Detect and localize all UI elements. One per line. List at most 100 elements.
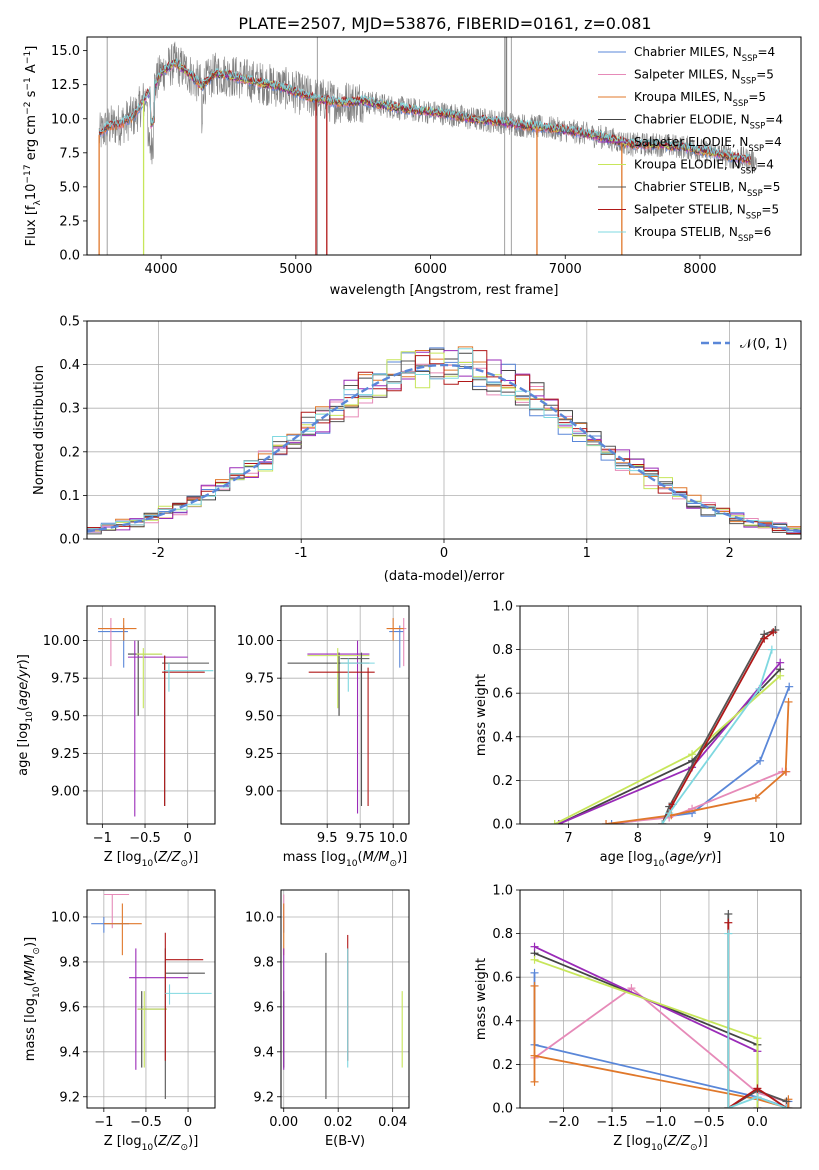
y-tick-label: 9.4 [253,1045,274,1060]
x-tick-label: 10 [768,831,785,846]
axes-spectrum: 4000 5000 6000 7000 8000 0.0 2.5 5.0 7.5 10.0 12.5… [23,36,802,298]
y-tick-label: 9.25 [245,747,274,762]
y-tick-label: 5.0 [59,180,80,195]
x-tick-label: −1 [94,1115,113,1130]
y-tick-label: 12.5 [51,78,80,93]
x-tick-label: 5000 [279,262,312,277]
x-tick-label: 0.00 [269,1115,298,1130]
series-kroupa_elodie [554,675,781,824]
y-tick-label: 9.8 [253,955,274,970]
axes-age_vs_Z: −1 −0.5 0 9.00 9.25 9.50 9.75 10.00 age [log10(a… [16,605,216,869]
y-tick-label: 0.2 [492,774,513,789]
y-axis-label: mass [log10(M/M⊙)] [23,937,42,1061]
x-tick-label: −2.0 [548,1115,580,1130]
y-tick-label: 0.4 [492,1014,513,1029]
y-tick-label: 9.2 [253,1090,274,1105]
axes-age_vs_mass: 9.5 9.75 10.0 9.00 9.25 9.50 9.75 10.00 mass [lo… [237,605,410,869]
x-tick-label: −1.0 [645,1115,677,1130]
x-tick-label: -2 [152,546,165,561]
series-chabrier_elodie [558,668,781,824]
y-tick-label: 9.8 [59,955,80,970]
x-tick-label: −0.5 [129,831,161,846]
x-tick-label: 7000 [549,262,582,277]
legend-entry: Kroupa STELIB, NSSP=6 [634,225,771,243]
y-tick-label: 0.6 [492,687,513,702]
y-tick-label: 0.2 [492,1058,513,1073]
x-tick-label: 10.0 [379,831,408,846]
x-tick-label: 9 [703,831,711,846]
y-tick-label: 9.6 [253,1000,274,1015]
axes-weight_vs_Z: −2.0 −1.5 −1.0 −0.5 0.0 0.0 0.2 0.4 0.6 0.8 1.0 mas… [474,884,802,1153]
legend-entry: Chabrier MILES, NSSP=4 [634,45,775,63]
plot-area [87,346,801,535]
series-salpeter_stelib [661,631,774,824]
plot-area [98,37,757,255]
y-tick-label: 9.00 [245,784,274,799]
legend-entry: Salpeter ELODIE, NSSP=4 [634,135,782,153]
x-axis-label: E(B-V) [325,1134,365,1149]
y-tick-label: 1.0 [492,600,513,615]
y-tick-label: 9.4 [59,1045,80,1060]
plot-area [91,893,212,1100]
y-tick-label: 0.4 [59,358,80,373]
x-tick-label: 9.5 [317,831,338,846]
legend: Chabrier MILES, NSSP=4 Salpeter MILES, NS… [598,45,783,243]
axes-frame [280,889,410,1109]
observed-spectrum [98,41,757,173]
y-tick-label: 0.8 [492,643,513,658]
x-tick-label: 1 [583,546,591,561]
y-tick-label: 9.00 [51,784,80,799]
x-axis-label: (data-model)/error [384,569,505,584]
y-tick-label: 10.0 [51,910,80,925]
y-axis-label: age [log10(age/yr)] [16,654,35,776]
y-tick-label: 0.6 [492,971,513,986]
plot-area [287,618,407,814]
legend-entry: Kroupa ELODIE, NSSP=4 [634,158,774,176]
x-tick-label: −0.5 [130,1115,162,1130]
y-tick-label: 0.4 [492,730,513,745]
x-tick-label: 0 [184,1115,192,1130]
y-axis-label: mass weight [474,674,489,756]
y-tick-label: 9.25 [51,747,80,762]
y-tick-label: 9.6 [59,1000,80,1015]
plot-area [283,894,403,1100]
x-tick-label: 0.04 [378,1115,407,1130]
series-kroupa_stelib [727,933,787,1108]
x-axis-label: age [log10(age/yr)] [600,850,722,869]
x-axis-label: mass [log10(M/M⊙)] [283,850,407,869]
x-tick-label: 0 [184,831,192,846]
y-axis-label: Flux [fλ10−17 erg cm−2 s−1 A−1] [23,46,43,247]
y-tick-label: 9.2 [59,1090,80,1105]
axes-frame [519,889,802,1109]
figure-title: PLATE=2507, MJD=53876, FIBERID=0161, z=0… [238,14,651,33]
x-tick-label: −0.5 [693,1115,725,1130]
axes-residuals: -2 -1 0 1 2 0.0 0.1 0.2 0.3 0.4 0.5 Normed distribu… [32,315,802,584]
plot-area [530,909,793,1108]
axes-frame [280,605,410,825]
series-chabrier_elodie [534,952,759,1108]
y-tick-label: 0.1 [59,489,80,504]
y-tick-label: 9.50 [245,709,274,724]
x-tick-label: 0.02 [324,1115,353,1130]
x-tick-label: 0 [440,546,448,561]
y-axis-label: Normed distribution [32,365,47,495]
y-tick-label: 9.50 [51,709,80,724]
y-tick-label: 7.5 [59,146,80,161]
x-tick-label: 6000 [414,262,447,277]
x-tick-label: 2 [725,546,733,561]
y-axis-label: mass weight [474,958,489,1040]
legend-entry: 𝒩(0, 1) [740,337,787,352]
x-axis-label: Z [log10(Z/Z⊙)] [104,850,199,869]
y-tick-label: 0.0 [492,818,513,833]
axes-frame [519,605,802,825]
model-kroupa_stelib [98,57,751,161]
y-tick-label: 10.0 [51,112,80,127]
x-tick-label: 8000 [683,262,716,277]
legend-entry: Salpeter STELIB, NSSP=5 [634,203,779,221]
axes-mass_vs_Z: −1 −0.5 0 9.2 9.4 9.6 9.8 10.0 mass [log10(M/M⊙)… [23,889,216,1153]
plot-area [98,618,214,817]
y-tick-label: 10.00 [43,634,80,649]
axes-frame [86,36,802,256]
y-tick-label: 0.3 [59,402,80,417]
